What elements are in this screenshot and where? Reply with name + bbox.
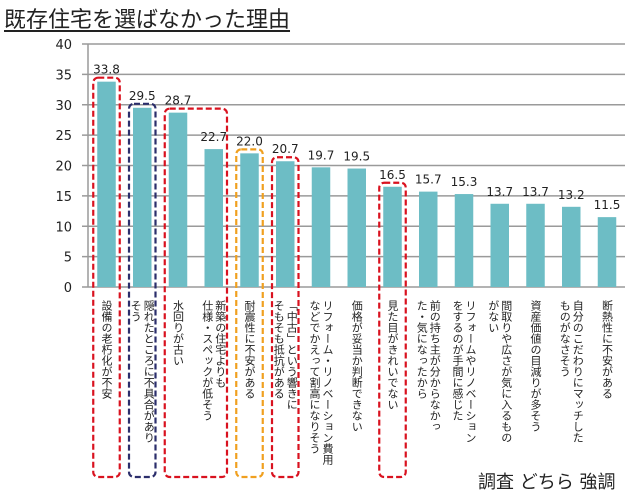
data-label: 15.7	[415, 173, 442, 187]
bar	[97, 81, 116, 287]
data-label: 33.8	[93, 63, 120, 77]
bar	[204, 149, 223, 287]
y-tick-label: 30	[55, 99, 72, 114]
data-label: 19.5	[343, 150, 370, 164]
category-label: 新築の住宅よりも	[214, 299, 227, 388]
data-label: 29.5	[129, 89, 156, 103]
y-tick-label: 20	[55, 160, 72, 175]
bar	[419, 191, 438, 287]
bar	[383, 186, 402, 287]
data-label: 13.7	[522, 185, 549, 199]
bar	[240, 153, 259, 287]
category-label: 断熱性に不安がある	[601, 299, 614, 399]
y-tick-label: 25	[55, 129, 72, 144]
bar	[276, 161, 295, 287]
category-label: リフォーム・リノベーション費用	[321, 300, 334, 466]
data-label: 19.7	[308, 148, 335, 162]
y-tick-label: 10	[55, 220, 72, 235]
bar	[133, 107, 152, 287]
highlight-boxes	[92, 76, 407, 479]
y-tick-label: 0	[64, 281, 72, 296]
category-label: ものがなさそう	[558, 300, 571, 377]
category-label: 仕様・スペックが低そう	[201, 300, 214, 421]
bar	[490, 203, 509, 287]
bar	[311, 167, 331, 287]
data-label: 16.5	[379, 168, 406, 182]
category-label: 価格が妥当か判断できない	[350, 300, 363, 432]
data-label: 13.2	[558, 188, 585, 202]
data-labels: 33.8 29.5 28.7 22.7 22.0 20.7 19.7 19.5 16.5 15.7…	[93, 63, 620, 212]
category-label: そう	[129, 300, 142, 322]
category-label: 前の持ち主が分からなかっ	[428, 299, 441, 432]
bar	[562, 206, 581, 287]
category-label: 「中古」という響きに	[285, 300, 298, 410]
data-label: 11.5	[594, 198, 621, 212]
category-label: リフォームやリノベーション	[464, 300, 477, 443]
y-tick-label: 40	[55, 38, 72, 53]
bar	[454, 194, 474, 287]
highlight-box-earthquake	[235, 148, 264, 479]
category-label: そもそも抵抗がある	[272, 300, 285, 399]
data-label: 22.0	[236, 134, 263, 148]
bar-chart: 0 5 10 15 20 25 30 35 40 33.8 29.5 28.7 22.7 22.0 20.…	[55, 38, 625, 479]
y-tick-label: 15	[55, 190, 72, 205]
category-label: 見た目がきれいでない	[386, 300, 399, 410]
bars	[97, 81, 617, 288]
bar	[347, 168, 366, 287]
footer-text-partial: 調査 どちら 強調	[478, 472, 616, 493]
category-label: がない	[487, 300, 500, 333]
category-label: 資産価値の目減りが多そう	[529, 300, 542, 432]
category-label: 自分のこだわりにマッチした	[571, 300, 584, 443]
highlight-box-water-and-spec	[163, 107, 229, 479]
category-label: をするのが手間に感じた	[451, 300, 464, 421]
bar	[526, 203, 545, 287]
category-label: などでかえって割高になりそう	[308, 300, 321, 454]
category-label: 間取りや広さが気に入るもの	[500, 300, 513, 443]
data-label: 15.3	[451, 175, 478, 189]
highlight-box-appearance	[378, 181, 407, 479]
category-label: 水回りが古い	[172, 300, 185, 366]
y-axis: 0 5 10 15 20 25 30 35 40	[55, 38, 89, 296]
category-label: 隠れたところに不具合があり	[142, 300, 155, 443]
bar	[597, 217, 617, 287]
data-label: 22.7	[200, 130, 227, 144]
y-tick-label: 5	[64, 251, 72, 266]
highlight-box-equipment-aging	[92, 76, 121, 479]
data-label: 20.7	[272, 142, 299, 156]
bar	[168, 112, 188, 288]
y-tick-label: 35	[55, 68, 72, 83]
data-label: 13.7	[486, 185, 513, 199]
data-label: 28.7	[165, 94, 192, 108]
category-label: 耐震性に不安がある	[243, 300, 256, 399]
category-label: 設備の老朽化が不安	[100, 299, 113, 400]
chart-title: 既存住宅を選ばなかった理由	[4, 8, 291, 33]
category-label: た・気になったから	[415, 300, 428, 399]
